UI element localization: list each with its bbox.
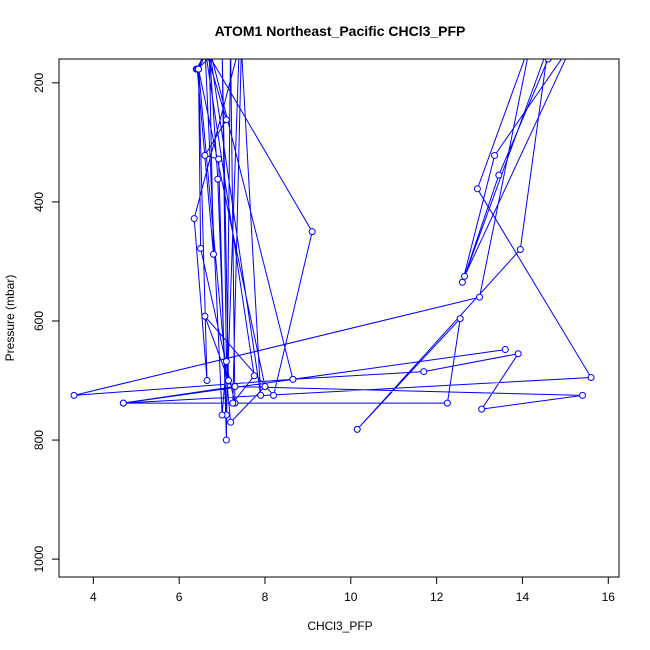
series-lines [73,59,592,441]
data-point [545,44,551,50]
data-point [206,44,212,50]
data-point [231,382,239,390]
plot-frame [58,58,620,578]
data-point [420,368,428,376]
data-point [222,116,230,124]
data-point [194,65,202,73]
y-tick-label: 200 [32,72,46,92]
data-point [257,391,265,399]
data-point [201,151,209,159]
data-point [201,312,209,320]
data-point [222,436,230,444]
x-tick-label: 16 [602,590,616,604]
data-point [190,215,198,223]
data-point [229,399,237,407]
data-point [461,272,469,280]
data-point [202,44,208,50]
chart-title: ATOM1 Northeast_Pacific CHCl3_PFP [215,23,466,39]
y-axis: 200 400 600 800 1000 [32,72,60,572]
y-tick-label: 600 [32,311,46,331]
data-point [261,382,269,390]
data-point [218,411,226,419]
data-point [202,44,208,50]
data-point [514,350,522,358]
data-point [70,391,78,399]
data-point [473,185,481,193]
y-axis-label: Pressure (mbar) [3,275,17,362]
data-point [250,372,258,380]
data-point [270,391,278,399]
data-point [238,44,244,50]
data-point [501,346,509,354]
x-tick-label: 6 [176,590,183,604]
x-tick-label: 10 [344,590,358,604]
data-point [222,357,230,365]
data-point [203,377,211,385]
data-point [478,405,486,413]
data-point [236,44,242,50]
data-point [209,250,217,258]
data-point [215,155,223,163]
data-point [308,228,316,236]
data-point [579,391,587,399]
data-point [206,44,212,50]
y-tick-label: 1000 [32,545,46,572]
data-point [491,151,499,159]
data-point [214,175,222,183]
y-tick-label: 400 [32,192,46,212]
data-point [119,399,127,407]
data-point [516,246,524,254]
plot-area [70,38,595,444]
data-point [353,425,361,433]
x-tick-label: 4 [90,590,97,604]
data-point [206,44,212,50]
data-point [571,38,577,44]
data-point [544,59,552,63]
data-point [456,315,464,323]
data-point [587,374,595,382]
data-point [225,377,233,385]
data-point [228,44,234,50]
data-point [476,293,484,301]
data-point [289,375,297,383]
data-point [443,399,451,407]
y-tick-label: 800 [32,430,46,450]
data-point [198,38,204,44]
x-axis-label: CHCl3_PFP [307,619,372,633]
data-point [197,244,205,252]
series-points [70,38,595,444]
data-point [495,171,503,179]
data-point [219,44,225,50]
x-tick-label: 14 [516,590,530,604]
data-point [227,418,235,426]
data-point [458,278,466,286]
data-point [528,38,534,44]
x-tick-label: 12 [430,590,444,604]
x-tick-label: 8 [262,590,269,604]
x-axis: 4 6 8 10 12 14 16 [90,576,616,604]
series-line [73,59,592,441]
